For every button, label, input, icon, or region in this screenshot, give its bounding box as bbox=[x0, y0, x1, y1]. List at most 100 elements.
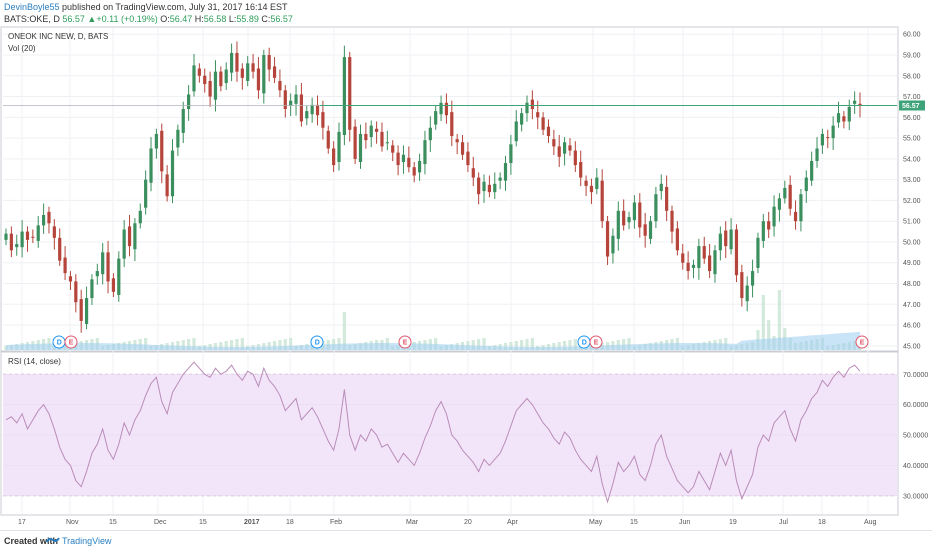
candle-body bbox=[15, 244, 19, 248]
candle bbox=[176, 124, 180, 156]
candle-body bbox=[305, 111, 309, 119]
price-axis[interactable]: 60.00 59.00 58.00 57.00 56.00 55.00 54.00 53.00… bbox=[903, 32, 921, 351]
price-tick-label: 53.00 bbox=[903, 177, 921, 184]
candle bbox=[793, 200, 798, 230]
volume-bar bbox=[503, 343, 508, 350]
high-label: H: bbox=[194, 14, 204, 24]
candle bbox=[439, 95, 443, 122]
candle-body bbox=[713, 250, 717, 275]
candle bbox=[842, 111, 846, 129]
candle-body bbox=[36, 225, 40, 241]
candle-body bbox=[95, 271, 99, 277]
rsi-axis[interactable]: 70.0000 60.0000 50.0000 40.0000 30.0000 bbox=[903, 372, 928, 501]
candle-body bbox=[224, 69, 228, 84]
candle bbox=[240, 63, 244, 90]
candle-body bbox=[702, 246, 706, 259]
earnings-marker-circle bbox=[855, 335, 869, 349]
candle-body bbox=[788, 184, 792, 209]
candle bbox=[58, 228, 62, 266]
candle-body bbox=[278, 80, 282, 91]
candle-body bbox=[675, 228, 679, 251]
candle bbox=[364, 122, 368, 149]
candle-body bbox=[20, 231, 24, 248]
last-price: 56.57 bbox=[62, 14, 85, 24]
volume-bar bbox=[622, 339, 626, 350]
time-tick-label: Mar bbox=[406, 519, 419, 526]
candle bbox=[15, 234, 19, 256]
dividend-marker-letter: D bbox=[57, 340, 62, 347]
candle bbox=[681, 244, 685, 270]
candle bbox=[643, 212, 647, 248]
candle-body bbox=[681, 253, 685, 263]
candle bbox=[756, 232, 760, 274]
chart-canvas[interactable]: 60.00 59.00 58.00 57.00 56.00 55.00 54.00 53.00… bbox=[0, 0, 932, 530]
candle bbox=[74, 274, 78, 313]
candle-body bbox=[842, 116, 846, 122]
candle bbox=[90, 274, 94, 305]
candle-body bbox=[213, 71, 218, 100]
candle bbox=[810, 151, 814, 186]
volume-bar bbox=[267, 342, 271, 350]
volume-bar bbox=[278, 340, 282, 350]
volume-bar bbox=[557, 342, 561, 350]
candle bbox=[192, 53, 196, 97]
close-label: C: bbox=[261, 14, 271, 24]
candle bbox=[498, 172, 502, 190]
candle bbox=[654, 186, 658, 229]
candle-body bbox=[444, 102, 449, 116]
candle bbox=[665, 175, 669, 221]
dividend-marker-icon: D bbox=[310, 335, 324, 349]
candle-body bbox=[181, 109, 185, 133]
candle bbox=[799, 189, 803, 232]
candle bbox=[600, 169, 604, 229]
time-tick-label: Apr bbox=[507, 519, 519, 526]
candle bbox=[525, 95, 529, 122]
candle-body bbox=[546, 126, 551, 137]
candle-body bbox=[708, 255, 712, 272]
dividend-marker-icon: D bbox=[577, 335, 591, 349]
candle bbox=[729, 218, 733, 255]
time-axis[interactable]: 17 Nov 15 Dec 15 2017 18 Feb Mar 20 Apr May 15 Jun 19 J… bbox=[18, 519, 877, 526]
volume-bar bbox=[235, 339, 239, 350]
time-tick-label: May bbox=[589, 519, 603, 526]
candle bbox=[358, 124, 363, 169]
candle bbox=[627, 211, 631, 230]
volume-bar bbox=[482, 338, 486, 350]
candle bbox=[262, 49, 266, 104]
volume-bar bbox=[509, 342, 513, 350]
price-tick-label: 46.00 bbox=[903, 323, 921, 330]
candle bbox=[224, 62, 228, 90]
candle-body bbox=[25, 231, 30, 240]
candle-body bbox=[417, 160, 422, 173]
candle-body bbox=[79, 299, 83, 321]
rsi-tick-label: 30.0000 bbox=[903, 493, 928, 500]
candle-body bbox=[192, 65, 196, 92]
volume-bar bbox=[767, 320, 771, 350]
candle-body bbox=[375, 128, 379, 132]
candle bbox=[788, 175, 792, 216]
candle-body bbox=[750, 271, 755, 286]
candle-body bbox=[380, 131, 384, 147]
candle-body bbox=[466, 151, 470, 166]
candle bbox=[369, 120, 373, 148]
candle bbox=[777, 193, 782, 222]
candle-body bbox=[9, 233, 13, 251]
candle bbox=[68, 271, 73, 290]
candle-body bbox=[724, 230, 728, 247]
tradingview-link[interactable]: TradingView bbox=[62, 536, 112, 546]
time-tick-label: Aug bbox=[864, 519, 877, 526]
candle-body bbox=[826, 137, 830, 139]
volume-bar bbox=[181, 340, 185, 350]
candle bbox=[181, 101, 185, 144]
volume-bar bbox=[224, 341, 228, 350]
candle-body bbox=[498, 177, 502, 181]
candle bbox=[579, 150, 583, 187]
price-tick-label: 47.00 bbox=[903, 302, 921, 309]
candle-body bbox=[68, 276, 73, 282]
candle bbox=[820, 128, 825, 154]
candle bbox=[853, 91, 857, 115]
author-link[interactable]: DevinBoyle55 bbox=[4, 2, 60, 12]
time-tick-label: 2017 bbox=[244, 519, 260, 526]
candle bbox=[272, 57, 277, 84]
candle bbox=[31, 229, 35, 244]
